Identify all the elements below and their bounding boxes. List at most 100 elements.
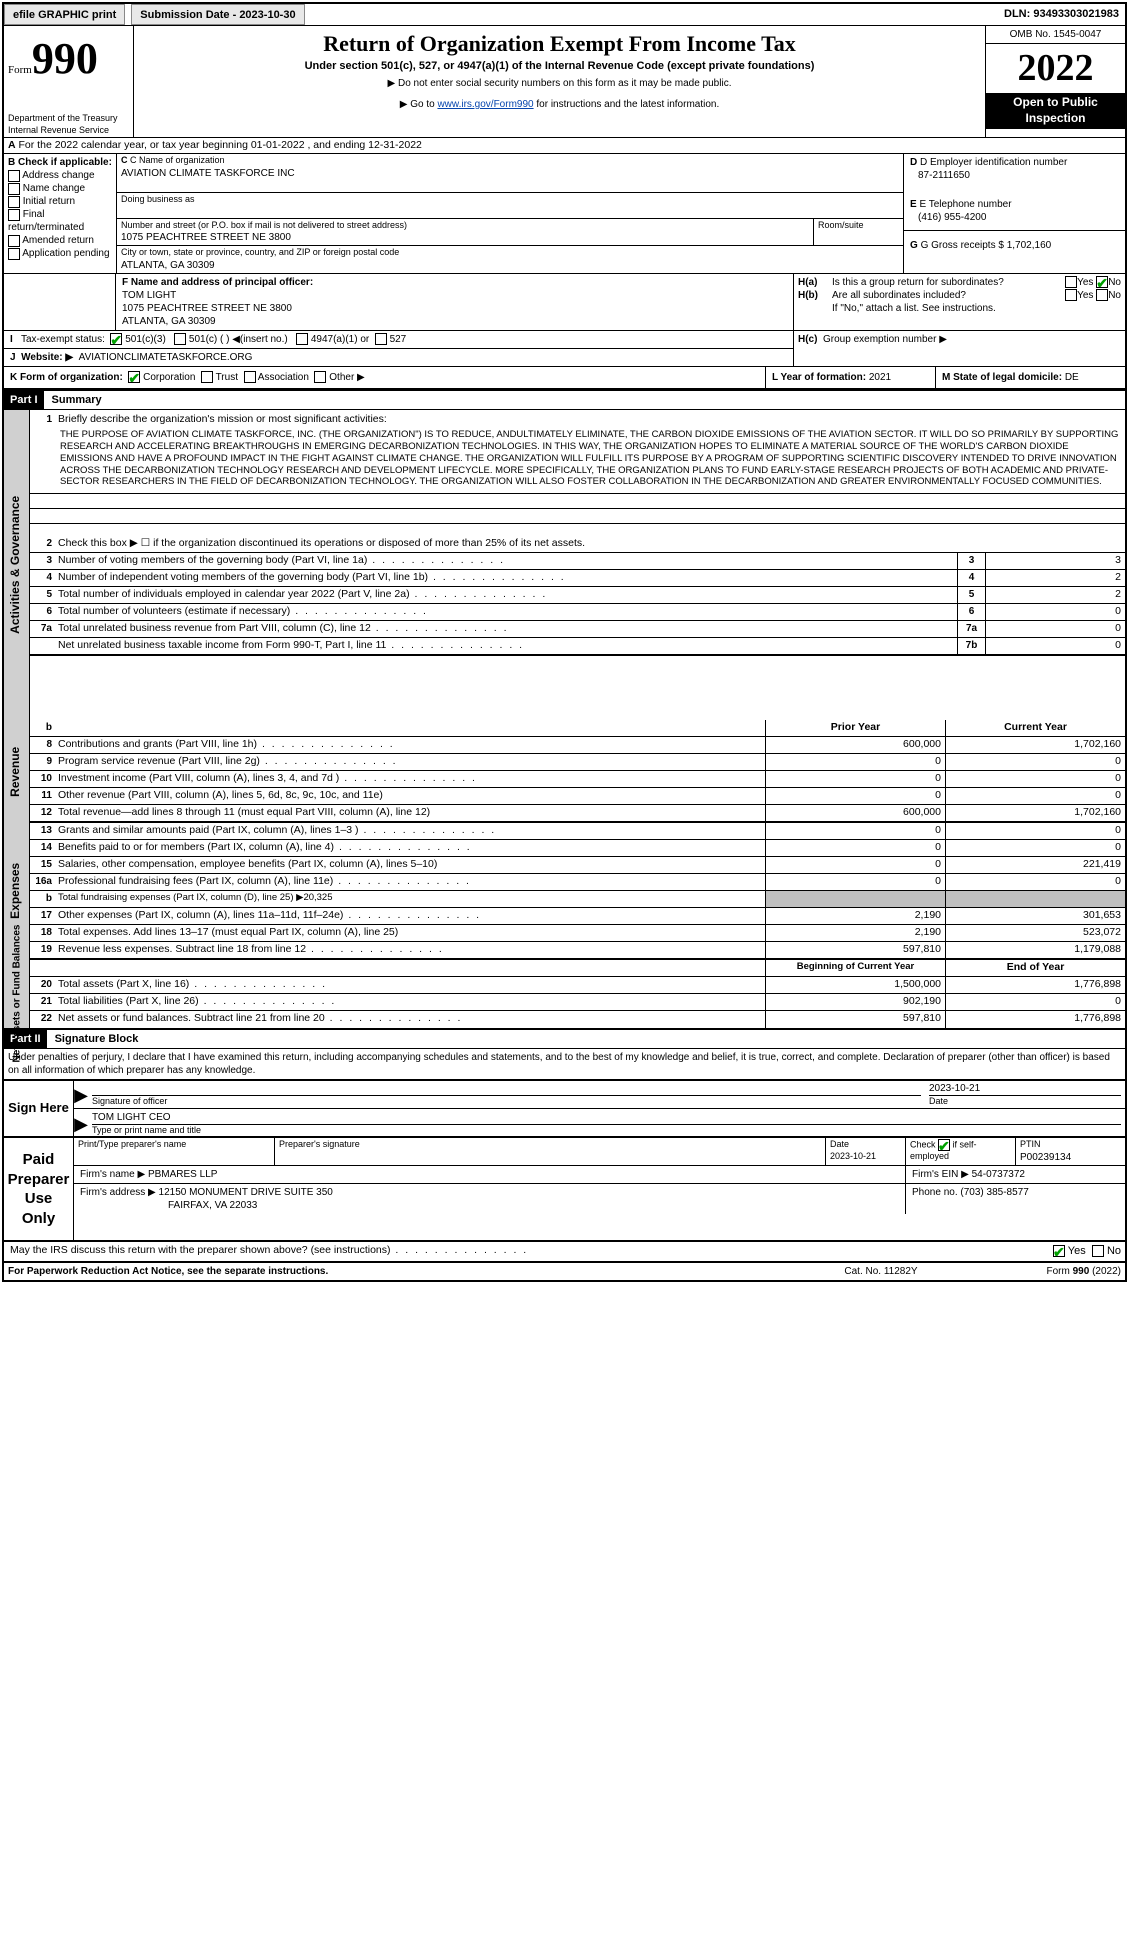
firm-name-lbl: Firm's name ▶ bbox=[80, 1169, 145, 1180]
line-i: I Tax-exempt status: 501(c)(3) 501(c) ( … bbox=[4, 331, 793, 349]
p21: 902,190 bbox=[765, 994, 945, 1010]
sign-here-label: Sign Here bbox=[4, 1081, 74, 1136]
firm-ein-lbl: Firm's EIN ▶ bbox=[912, 1169, 969, 1180]
chk-name-change[interactable] bbox=[8, 183, 20, 195]
officer-addr2: ATLANTA, GA 30309 bbox=[122, 315, 787, 328]
hb-no: No bbox=[1108, 290, 1121, 301]
top-bar: efile GRAPHIC print Submission Date - 20… bbox=[4, 4, 1125, 26]
room-label: Room/suite bbox=[818, 220, 899, 232]
l22: Net assets or fund balances. Subtract li… bbox=[58, 1012, 325, 1024]
discuss-no-chk[interactable] bbox=[1092, 1245, 1104, 1257]
m-label: M State of legal domicile: bbox=[942, 372, 1062, 383]
i-501c3-chk[interactable] bbox=[110, 333, 122, 345]
officer-name-lbl: Type or print name and title bbox=[92, 1125, 1121, 1137]
k-assoc-chk[interactable] bbox=[244, 371, 256, 383]
penalties-text: Under penalties of perjury, I declare th… bbox=[4, 1049, 1125, 1079]
form-word: Form bbox=[8, 64, 32, 76]
v6: 0 bbox=[985, 604, 1125, 620]
discuss-yes-chk[interactable] bbox=[1053, 1245, 1065, 1257]
line-m: M State of legal domicile: DE bbox=[935, 367, 1125, 388]
sign-here-block: Sign Here ▶ Signature of officer 2023-10… bbox=[4, 1079, 1125, 1136]
c9: 0 bbox=[945, 754, 1125, 770]
paid-prep-label: Paid Preparer Use Only bbox=[4, 1138, 74, 1240]
k-corp: Corporation bbox=[143, 372, 195, 383]
k-corp-chk[interactable] bbox=[128, 371, 140, 383]
p15: 0 bbox=[765, 857, 945, 873]
officer-addr1: 1075 PEACHTREE STREET NE 3800 bbox=[122, 302, 787, 315]
p17: 2,190 bbox=[765, 908, 945, 924]
pp-date-lbl: Date bbox=[830, 1139, 901, 1151]
c16a: 0 bbox=[945, 874, 1125, 890]
part2-tag: Part II bbox=[4, 1030, 47, 1048]
chk-initial-return[interactable] bbox=[8, 196, 20, 208]
i-501c: 501(c) ( ) ◀(insert no.) bbox=[189, 334, 288, 345]
eoy-hdr: End of Year bbox=[945, 960, 1125, 976]
header-block: Form990 Department of the Treasury Inter… bbox=[4, 26, 1125, 138]
box-h: H(a)Is this a group return for subordina… bbox=[793, 274, 1125, 330]
goto-suffix: for instructions and the latest informat… bbox=[534, 99, 720, 110]
l9: Program service revenue (Part VIII, line… bbox=[58, 755, 260, 767]
boy-hdr: Beginning of Current Year bbox=[765, 960, 945, 976]
v7b: 0 bbox=[985, 638, 1125, 654]
discuss-no: No bbox=[1107, 1245, 1121, 1257]
sig-officer-label: Signature of officer bbox=[92, 1096, 921, 1108]
i-4947-chk[interactable] bbox=[296, 333, 308, 345]
year-block: OMB No. 1545-0047 2022 Open to Public In… bbox=[985, 26, 1125, 137]
c16b-shade bbox=[945, 891, 1125, 907]
side-rev: Revenue bbox=[4, 720, 30, 823]
right-block-de: D D Employer identification number 87-21… bbox=[903, 154, 1125, 273]
chk-final-return[interactable] bbox=[8, 209, 20, 221]
l20: Total assets (Part X, line 16) bbox=[58, 978, 189, 990]
activities-governance: Activities & Governance 1Briefly describ… bbox=[4, 410, 1125, 720]
ha-yes-chk[interactable] bbox=[1065, 276, 1077, 288]
street-label: Number and street (or P.O. box if mail i… bbox=[121, 220, 809, 232]
p19: 597,810 bbox=[765, 942, 945, 958]
c22: 1,776,898 bbox=[945, 1011, 1125, 1028]
side-na: Net Assets or Fund Balances bbox=[4, 960, 30, 1028]
k-other-chk[interactable] bbox=[314, 371, 326, 383]
l12: Total revenue—add lines 8 through 11 (mu… bbox=[56, 805, 765, 821]
klm-block: K Form of organization: Corporation Trus… bbox=[4, 367, 1125, 389]
sig-date-label: Date bbox=[929, 1096, 1121, 1108]
pp-date: 2023-10-21 bbox=[830, 1151, 901, 1163]
l19: Revenue less expenses. Subtract line 18 … bbox=[58, 943, 306, 955]
side-rev-txt: Revenue bbox=[9, 747, 25, 797]
box-hc: H(c) Group exemption number ▶ bbox=[793, 331, 1125, 366]
title-block: Return of Organization Exempt From Incom… bbox=[134, 26, 985, 137]
i-527-chk[interactable] bbox=[375, 333, 387, 345]
box-f: F Name and address of principal officer:… bbox=[116, 274, 793, 330]
ptin-lbl: PTIN bbox=[1020, 1139, 1121, 1151]
p20: 1,500,000 bbox=[765, 977, 945, 993]
line-a: A For the 2022 calendar year, or tax yea… bbox=[4, 138, 1125, 155]
i-501c-chk[interactable] bbox=[174, 333, 186, 345]
self-emp-chk[interactable] bbox=[938, 1139, 950, 1151]
chk-address-change[interactable] bbox=[8, 170, 20, 182]
hb-no-chk[interactable] bbox=[1096, 289, 1108, 301]
b-label: B Check if applicable: bbox=[8, 157, 112, 168]
city: ATLANTA, GA 30309 bbox=[121, 259, 899, 272]
l5: Total number of individuals employed in … bbox=[58, 588, 410, 600]
part2-title: Signature Block bbox=[47, 1030, 147, 1048]
side-ag: Activities & Governance bbox=[4, 410, 30, 720]
v5: 2 bbox=[985, 587, 1125, 603]
l2: Check this box ▶ ☐ if the organization d… bbox=[56, 536, 1125, 552]
hb-yes-chk[interactable] bbox=[1065, 289, 1077, 301]
city-label: City or town, state or province, country… bbox=[121, 247, 899, 259]
discuss-yes: Yes bbox=[1068, 1245, 1086, 1257]
l6: Total number of volunteers (estimate if … bbox=[58, 605, 290, 617]
dln: DLN: 93493303021983 bbox=[998, 4, 1125, 25]
c20: 1,776,898 bbox=[945, 977, 1125, 993]
chk-app-pending[interactable] bbox=[8, 248, 20, 260]
footer: For Paperwork Reduction Act Notice, see … bbox=[4, 1263, 1125, 1280]
k-trust-chk[interactable] bbox=[201, 371, 213, 383]
chk-amended[interactable] bbox=[8, 235, 20, 247]
c21: 0 bbox=[945, 994, 1125, 1010]
ha-no-chk[interactable] bbox=[1096, 276, 1108, 288]
ij-block: I Tax-exempt status: 501(c)(3) 501(c) ( … bbox=[4, 331, 1125, 367]
i-label: Tax-exempt status: bbox=[21, 334, 105, 345]
e-label: E Telephone number bbox=[919, 199, 1011, 210]
firm-ein: 54-0737372 bbox=[972, 1169, 1025, 1180]
k-trust: Trust bbox=[216, 372, 238, 383]
irs-link[interactable]: www.irs.gov/Form990 bbox=[437, 99, 533, 110]
i-501c3: 501(c)(3) bbox=[125, 334, 166, 345]
